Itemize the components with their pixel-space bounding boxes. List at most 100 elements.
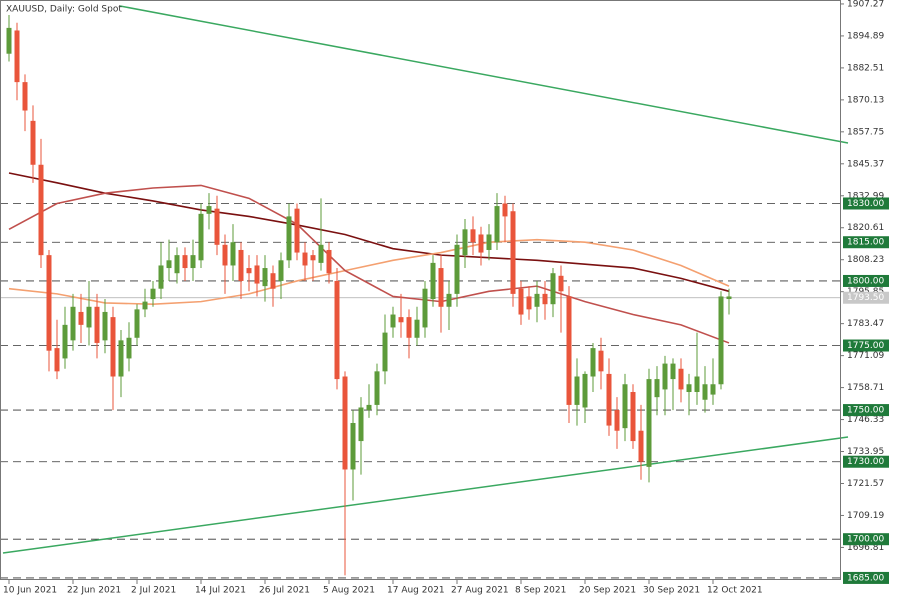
- plot: [0, 172, 840, 579]
- x-tick-label: 26 Jul 2021: [259, 586, 310, 596]
- candle-body: [102, 311, 108, 341]
- candle-body: [206, 206, 212, 214]
- y-tick-label: 1832.99: [847, 191, 884, 201]
- candle-body: [230, 242, 236, 266]
- candle-body: [182, 255, 188, 269]
- price-label: 1793.50: [847, 293, 884, 303]
- candle-body: [142, 301, 148, 310]
- candle-body: [110, 317, 116, 377]
- candle-body: [238, 249, 244, 281]
- candle-body: [382, 332, 388, 372]
- moving-average: [8, 238, 730, 306]
- candle-body: [670, 363, 676, 380]
- level-label-box: [843, 339, 889, 352]
- candle-body: [150, 288, 156, 300]
- candle-body: [446, 293, 452, 307]
- x-tick-label: 12 Oct 2021: [707, 586, 763, 596]
- candle-body: [86, 306, 92, 328]
- candle-body: [414, 319, 420, 338]
- candle-body: [126, 337, 132, 359]
- candle-body: [478, 234, 484, 253]
- y-tick-label: 1845.37: [847, 159, 884, 169]
- y-tick-label: 1783.47: [847, 319, 884, 329]
- y-tick-label: 1696.81: [847, 543, 884, 553]
- candle-body: [222, 244, 228, 266]
- candle-body: [710, 384, 716, 395]
- chart-title: XAUUSD, Daily: Gold Spot: [6, 5, 122, 15]
- candle-body: [390, 314, 396, 328]
- candle-body: [534, 293, 540, 307]
- candle-body: [262, 268, 268, 287]
- x-tick-label: 30 Sep 2021: [643, 586, 700, 596]
- candle-body: [662, 363, 668, 390]
- level-label: 1815.00: [847, 238, 884, 248]
- candle-body: [582, 373, 588, 408]
- candle-body: [270, 273, 276, 289]
- candle-body: [302, 252, 308, 266]
- y-tick-label: 1721.57: [847, 479, 884, 489]
- candle-body: [574, 376, 580, 405]
- candle-body: [366, 404, 372, 411]
- candle-body: [422, 288, 428, 328]
- plot-frame: [0, 0, 841, 580]
- moving-average: [8, 184, 730, 344]
- candle-body: [334, 280, 340, 380]
- candle-body: [510, 211, 516, 294]
- candle-body: [14, 30, 20, 83]
- candle-body: [494, 206, 500, 243]
- trend-line: [2, 436, 849, 554]
- candle-body: [174, 255, 180, 274]
- candle-body: [62, 324, 68, 359]
- candle-body: [78, 311, 84, 325]
- y-tick-label: 1820.61: [847, 223, 884, 233]
- candle-body: [342, 376, 348, 470]
- candle-body: [166, 260, 172, 269]
- candle-body: [318, 244, 324, 263]
- x-tick-label: 22 Jun 2021: [67, 586, 121, 596]
- candle-body: [134, 309, 140, 338]
- level-label: 1830.00: [847, 199, 884, 209]
- x-tick-label: 20 Sep 2021: [579, 586, 636, 596]
- x-tick-label: 10 Jun 2021: [3, 586, 57, 596]
- x-tick-label: 27 Aug 2021: [451, 586, 509, 596]
- candle-body: [622, 384, 628, 429]
- y-tick-label: 1857.75: [847, 127, 884, 137]
- level-label-box: [843, 274, 889, 287]
- candle-body: [526, 296, 532, 310]
- level-label-box: [843, 571, 889, 584]
- level-label: 1750.00: [847, 406, 884, 416]
- y-tick-label: 1746.33: [847, 415, 884, 425]
- candle-body: [606, 373, 612, 426]
- candle-body: [718, 296, 724, 385]
- candle-body: [198, 213, 204, 261]
- candle-body: [6, 27, 12, 54]
- x-tick-label: 17 Aug 2021: [387, 586, 445, 596]
- candle-body: [630, 392, 636, 442]
- candle-body: [518, 288, 524, 315]
- level-label-box: [843, 404, 889, 417]
- y-tick-label: 1733.95: [847, 447, 884, 457]
- y-tick-label: 1870.13: [847, 95, 884, 105]
- candle-body: [590, 348, 596, 377]
- x-tick-label: 2 Jul 2021: [131, 586, 176, 596]
- y-tick-label: 1894.89: [847, 31, 884, 41]
- level-label: 1800.00: [847, 276, 884, 286]
- level-label-box: [843, 236, 889, 249]
- candle-body: [70, 306, 76, 341]
- y-tick-label: 1882.51: [847, 63, 884, 73]
- candle-body: [566, 296, 572, 405]
- candle-body: [654, 379, 660, 398]
- candle-body: [454, 244, 460, 294]
- candle-body: [598, 350, 604, 372]
- candle-body: [294, 208, 300, 253]
- candle-body: [246, 268, 252, 274]
- candle-body: [38, 164, 44, 256]
- trend-line: [119, 5, 849, 144]
- y-tick-label: 1709.19: [847, 511, 884, 521]
- level-label-box: [843, 533, 889, 546]
- candle-body: [430, 262, 436, 300]
- candle-body: [374, 371, 380, 405]
- candle-body: [726, 296, 732, 300]
- candle-body: [310, 255, 316, 261]
